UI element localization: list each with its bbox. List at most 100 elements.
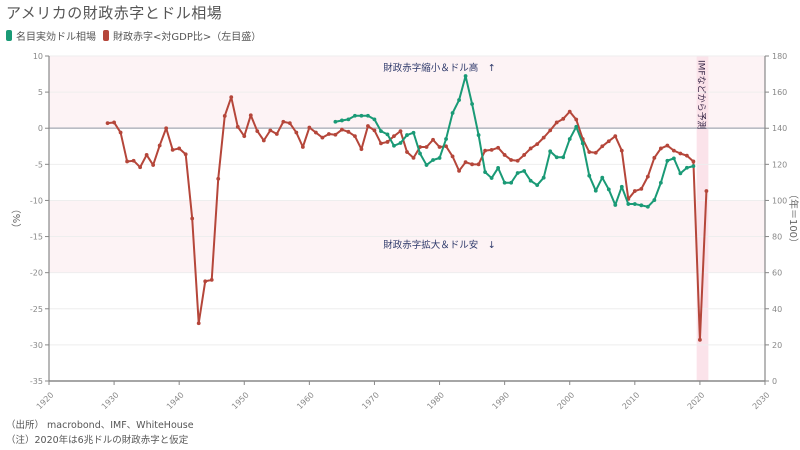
data-point — [463, 74, 468, 78]
data-point — [587, 173, 592, 178]
data-point — [444, 144, 448, 149]
y-left-tick-label: -30 — [30, 341, 43, 350]
data-point — [502, 180, 507, 185]
data-point — [457, 168, 461, 173]
data-point — [483, 170, 488, 174]
data-point — [138, 165, 143, 170]
legend-item-fiscal-deficit[interactable]: 財政赤字<対GDP比>（左目盛） — [103, 28, 261, 43]
data-point — [528, 146, 533, 151]
data-point — [164, 126, 169, 131]
data-point — [476, 162, 481, 167]
data-point — [652, 155, 657, 160]
data-point — [470, 102, 474, 106]
data-point — [567, 137, 572, 141]
data-point — [613, 203, 618, 207]
data-point — [372, 128, 377, 133]
data-point — [457, 98, 461, 102]
data-point — [157, 143, 162, 148]
data-point — [411, 155, 416, 160]
data-point — [652, 198, 657, 202]
data-point — [698, 337, 702, 342]
data-point — [392, 143, 396, 148]
data-point — [665, 158, 670, 163]
data-point — [522, 153, 527, 157]
source-note: （出所） macrobond、IMF、WhiteHouse — [6, 420, 194, 431]
data-point — [567, 109, 572, 114]
data-point — [340, 118, 344, 123]
y-right-tick-label: 40 — [772, 305, 782, 314]
data-point — [353, 113, 357, 118]
footnote: （注）2020年は6兆ドルの財政赤字と仮定 — [6, 435, 189, 446]
data-point — [522, 169, 527, 173]
data-point — [209, 277, 214, 282]
data-point — [242, 134, 247, 139]
data-point — [489, 176, 494, 180]
data-point — [366, 113, 370, 118]
data-point — [170, 147, 175, 152]
data-point — [476, 133, 481, 137]
legend-label-dollar-index: 名目実効ドル相場 — [16, 32, 96, 43]
y-left-tick-label: -10 — [30, 196, 43, 205]
data-point — [561, 155, 566, 160]
data-point — [691, 164, 696, 169]
y-left-tick-label: -20 — [30, 269, 43, 278]
data-point — [424, 163, 429, 167]
data-point — [665, 143, 670, 148]
data-point — [346, 117, 351, 122]
data-point — [489, 147, 494, 152]
data-point — [671, 156, 676, 161]
data-point — [320, 135, 325, 140]
data-point — [203, 279, 208, 284]
data-point — [496, 145, 501, 150]
data-point — [548, 149, 553, 154]
data-point — [437, 156, 442, 160]
data-point — [678, 171, 683, 176]
data-point — [580, 141, 585, 146]
y-left-tick-label: -35 — [30, 377, 43, 386]
data-point — [294, 130, 299, 135]
x-tick-label: 1960 — [295, 390, 316, 411]
y-right-tick-label: 60 — [772, 269, 782, 278]
data-point — [496, 166, 501, 170]
y-left-axis-title: （%） — [11, 204, 23, 234]
data-point — [216, 176, 221, 181]
data-point — [392, 134, 396, 139]
data-point — [333, 119, 338, 124]
x-tick-label: 1990 — [490, 390, 511, 411]
data-point — [561, 116, 566, 121]
y-right-axis-title: （年＝100） — [787, 189, 800, 248]
data-point — [645, 174, 650, 179]
data-point — [372, 117, 377, 122]
x-tick-label: 2010 — [621, 390, 642, 411]
data-point — [359, 113, 364, 118]
legend-item-dollar-index[interactable]: 名目実効ドル相場 — [6, 28, 96, 43]
data-point — [229, 95, 234, 100]
data-point — [678, 151, 683, 156]
data-point — [405, 133, 409, 137]
data-point — [444, 137, 448, 141]
forecast-band — [696, 56, 709, 381]
y-left-tick-label: -15 — [30, 233, 43, 242]
data-point — [671, 148, 676, 153]
data-point — [502, 153, 507, 157]
data-point — [658, 146, 663, 151]
data-point — [255, 129, 260, 134]
data-point — [405, 150, 409, 154]
annotation-surplus-strong-dollar: 財政赤字縮小＆ドル高 ↑ — [383, 62, 495, 74]
data-point — [606, 139, 611, 144]
data-point — [144, 153, 149, 157]
data-point — [418, 151, 422, 156]
data-point — [411, 130, 416, 135]
data-point — [632, 189, 637, 193]
data-point — [326, 132, 331, 136]
y-right-tick-label: 120 — [772, 160, 787, 169]
data-point — [515, 171, 520, 175]
data-point — [684, 153, 689, 158]
data-point — [600, 175, 605, 180]
y-right-tick-label: 80 — [772, 233, 782, 242]
data-point — [619, 148, 624, 153]
data-point — [515, 158, 520, 163]
data-point — [704, 189, 709, 193]
data-point — [639, 186, 644, 191]
